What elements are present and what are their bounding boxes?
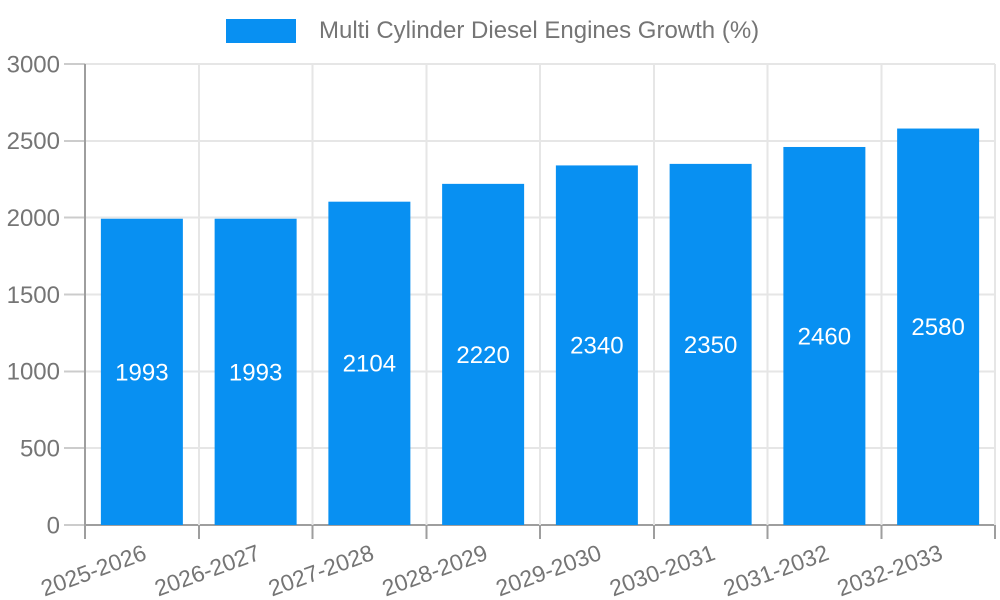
- bar[interactable]: [214, 218, 297, 525]
- bar-value-label: 1993: [115, 359, 168, 386]
- bar[interactable]: [328, 201, 411, 525]
- bar[interactable]: [555, 165, 638, 526]
- bar[interactable]: [783, 146, 866, 526]
- y-tick-label: 1500: [7, 282, 60, 309]
- x-tick-label: 2031-2032: [720, 539, 832, 600]
- y-tick-label: 500: [20, 436, 60, 463]
- bar-value-label: 2104: [343, 351, 396, 378]
- bar[interactable]: [442, 183, 525, 526]
- bar-value-label: 2460: [798, 323, 851, 350]
- y-tick-label: 2500: [7, 128, 60, 155]
- y-tick-label: 0: [47, 512, 60, 539]
- bar[interactable]: [669, 163, 752, 525]
- x-tick-label: 2026-2027: [151, 539, 263, 600]
- bar[interactable]: [897, 128, 980, 526]
- legend-series-label: Multi Cylinder Diesel Engines Growth (%): [319, 17, 760, 44]
- x-tick-label: 2025-2026: [37, 539, 149, 600]
- legend[interactable]: Multi Cylinder Diesel Engines Growth (%): [226, 17, 759, 45]
- bar-value-label: 2350: [684, 332, 737, 359]
- x-tick-label: 2027-2028: [265, 539, 377, 600]
- x-tick-label: 2028-2029: [379, 539, 491, 600]
- legend-swatch: [226, 19, 296, 43]
- x-tick-label: 2032-2033: [834, 539, 946, 600]
- x-tick-label: 2029-2030: [492, 539, 604, 600]
- y-tick-label: 3000: [7, 51, 60, 78]
- y-tick-label: 2000: [7, 205, 60, 232]
- bar-value-label: 1993: [229, 359, 282, 386]
- bar[interactable]: [100, 218, 183, 525]
- x-tick-label: 2030-2031: [606, 539, 718, 600]
- y-tick-label: 1000: [7, 359, 60, 386]
- bar-value-label: 2340: [570, 333, 623, 360]
- bar-value-label: 2220: [456, 342, 509, 369]
- bar-value-label: 2580: [911, 314, 964, 341]
